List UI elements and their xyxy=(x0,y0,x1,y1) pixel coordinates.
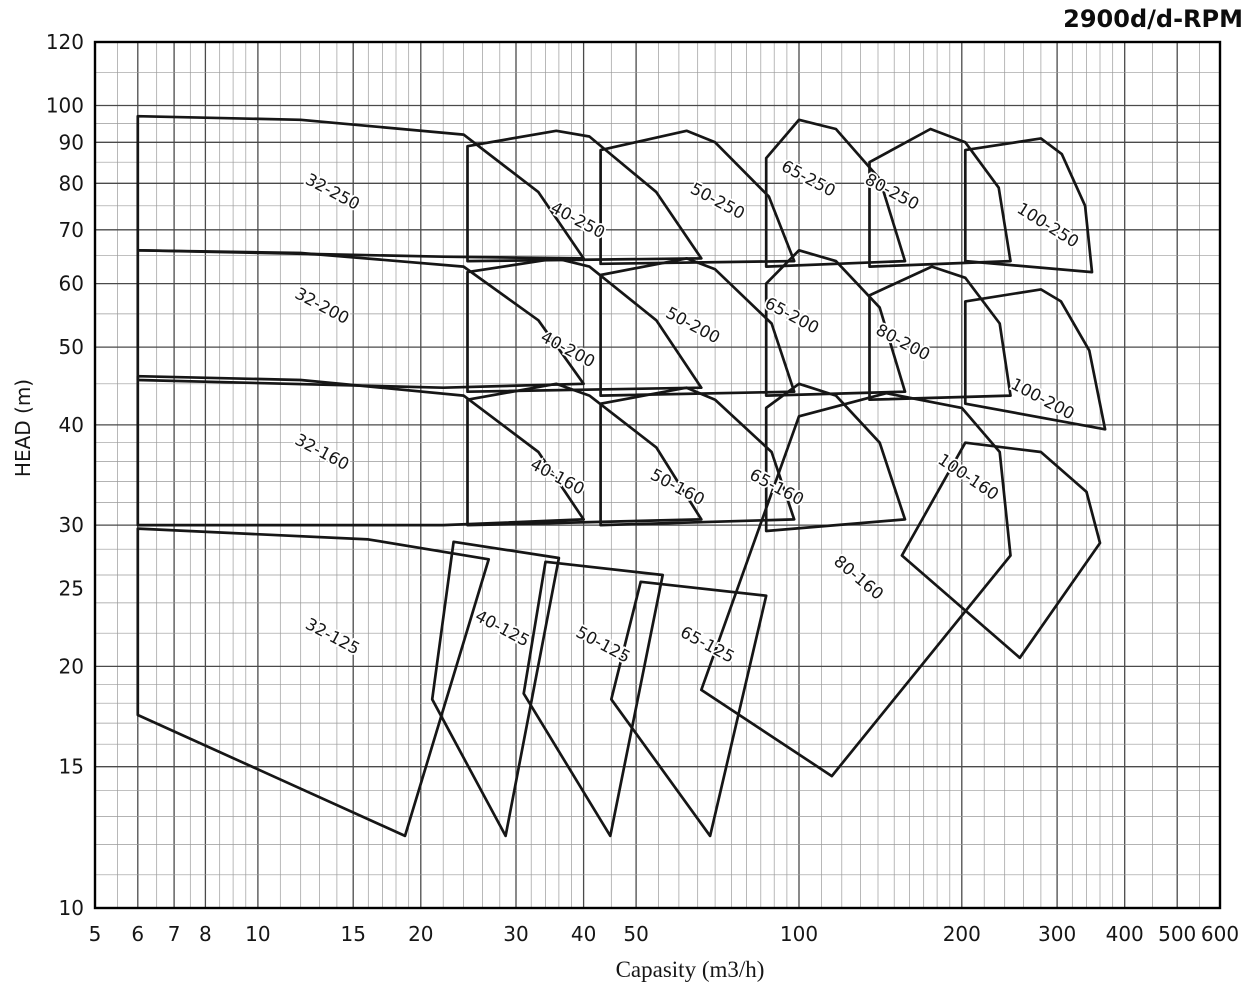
x-tick-label: 400 xyxy=(1106,922,1144,946)
pump-envelope-label: 50-250 xyxy=(687,179,748,223)
x-tick-label: 600 xyxy=(1201,922,1239,946)
envelope-layer xyxy=(136,114,1107,838)
pump-envelope-curve-50-200 xyxy=(599,257,796,397)
grid-layer xyxy=(95,42,1220,908)
x-tick-label: 8 xyxy=(199,922,212,946)
pump-envelope-curve-40-250 xyxy=(466,129,703,263)
pump-envelope-curve-32-160 xyxy=(136,374,585,527)
x-axis-label: Capasity (m3/h) xyxy=(616,957,765,982)
pump-envelope-curve-32-125 xyxy=(136,527,491,838)
x-tick-label: 7 xyxy=(168,922,181,946)
x-tick-label: 5 xyxy=(89,922,102,946)
y-tick-label: 120 xyxy=(46,30,84,54)
x-tick-label: 6 xyxy=(131,922,144,946)
pump-envelope-curve-40-125 xyxy=(430,540,561,838)
y-tick-label: 50 xyxy=(59,335,84,359)
x-tick-label: 10 xyxy=(245,922,270,946)
y-tick-label: 15 xyxy=(59,755,84,779)
plot-border xyxy=(93,40,1222,910)
pump-envelope-label: 65-125 xyxy=(677,622,738,666)
pump-envelope-curve-80-160 xyxy=(699,391,1012,778)
y-tick-label: 60 xyxy=(59,272,84,296)
pump-envelope-label: 40-125 xyxy=(472,606,533,650)
y-tick-label: 25 xyxy=(59,577,84,601)
y-tick-label: 20 xyxy=(59,654,84,678)
x-tick-label: 300 xyxy=(1038,922,1076,946)
y-axis-label: HEAD (m) xyxy=(11,379,35,477)
y-tick-label: 80 xyxy=(59,171,84,195)
pump-envelope-label: 40-160 xyxy=(527,455,588,499)
pump-envelope-curve-40-200 xyxy=(466,257,703,394)
pump-envelope-curve-32-200 xyxy=(136,248,585,390)
pump-envelope-curve-65-200 xyxy=(764,248,907,397)
x-tick-label: 30 xyxy=(503,922,528,946)
pump-envelope-label: 100-200 xyxy=(1008,374,1078,423)
pump-envelope-label: 65-200 xyxy=(762,293,823,337)
x-tick-label: 15 xyxy=(340,922,365,946)
x-tick-label: 100 xyxy=(780,922,818,946)
y-tick-label: 30 xyxy=(59,513,84,537)
pump-envelope-label: 40-200 xyxy=(538,327,599,371)
pump-envelope-curve-65-125 xyxy=(609,580,768,838)
pump-envelope-curve-100-250 xyxy=(963,137,1094,274)
y-tick-label: 100 xyxy=(46,94,84,118)
pump-envelope-curve-80-250 xyxy=(868,127,1012,268)
pump-envelope-label: 65-250 xyxy=(778,156,839,200)
y-tick-label: 90 xyxy=(59,130,84,154)
pump-envelope-label: 32-125 xyxy=(302,614,363,658)
pump-envelope-curve-65-160 xyxy=(764,382,907,533)
pump-envelope-label: 80-160 xyxy=(830,552,887,604)
pump-envelope-curve-50-250 xyxy=(599,129,796,266)
y-tick-label: 70 xyxy=(59,218,84,242)
y-tick-label: 40 xyxy=(59,413,84,437)
pump-envelope-curve-50-125 xyxy=(522,560,665,838)
x-tick-label: 20 xyxy=(408,922,433,946)
x-tick-label: 500 xyxy=(1158,922,1196,946)
pump-envelope-curve-100-200 xyxy=(963,288,1107,431)
x-tick-label: 40 xyxy=(571,922,596,946)
x-axis-tick-labels: 5 6 7 8 10 15 20 30 40 50 100 200 300 400 500 600 xyxy=(89,922,1239,946)
pump-envelope-label: 50-200 xyxy=(663,303,724,347)
chart-title: 2900d/d-RPM xyxy=(1063,5,1243,33)
pump-envelope-curve-65-250 xyxy=(764,118,907,268)
x-tick-label: 50 xyxy=(623,922,648,946)
pump-envelope-label: 80-200 xyxy=(873,320,934,364)
y-axis-tick-labels: 10 15 20 25 30 40 50 60 70 80 90 100 120 xyxy=(46,30,84,920)
pump-envelope-curve-100-160 xyxy=(900,441,1102,660)
pump-envelope-label: 80-250 xyxy=(862,170,923,214)
pump-envelope-curve-50-160 xyxy=(599,386,796,527)
pump-envelope-curve-40-160 xyxy=(466,382,703,527)
pump-envelope-curve-80-200 xyxy=(868,265,1012,402)
y-tick-label: 10 xyxy=(59,896,84,920)
pump-envelope-label: 50-125 xyxy=(573,622,634,666)
pump-envelope-label: 32-250 xyxy=(302,170,363,214)
x-tick-label: 200 xyxy=(943,922,981,946)
